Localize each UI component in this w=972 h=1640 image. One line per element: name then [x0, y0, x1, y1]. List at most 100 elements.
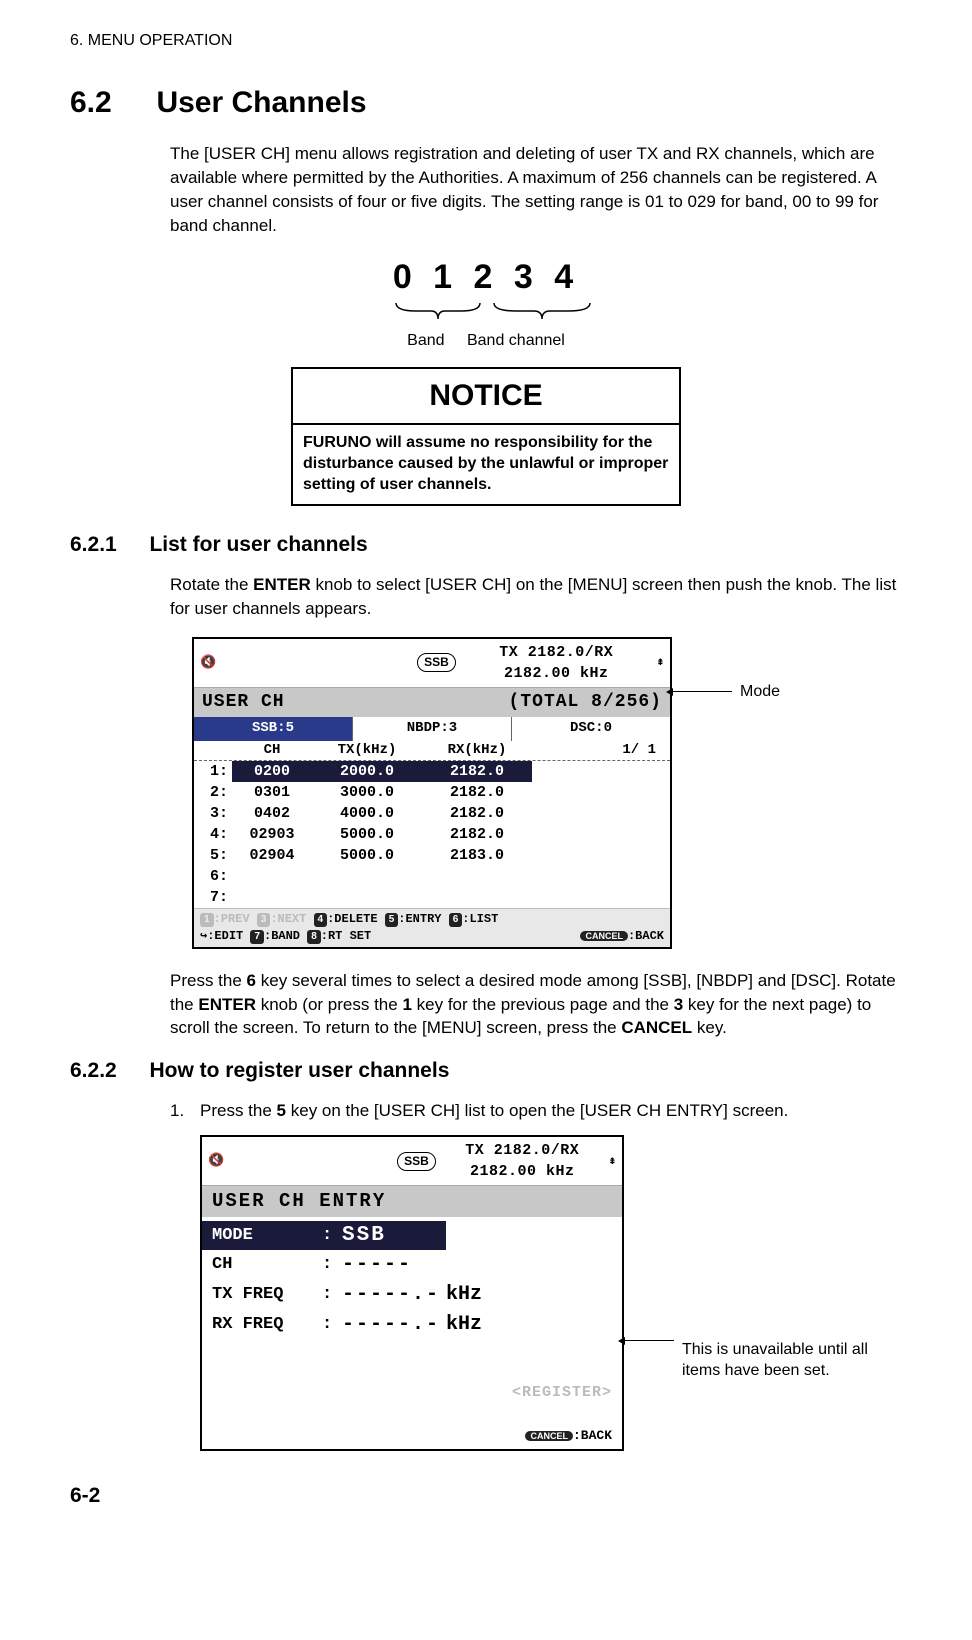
step-1-text: Press the 5 key on the [USER CH] list to…: [200, 1099, 788, 1123]
list-rows-container: 1:02002000.02182.02:03013000.02182.03:04…: [194, 761, 670, 908]
list-row[interactable]: 3:04024000.02182.0: [194, 803, 670, 824]
rx-unit: kHz: [446, 1311, 482, 1339]
mode-value[interactable]: SSB: [342, 1221, 386, 1250]
register-text: <REGISTER>: [202, 1380, 622, 1405]
band-channel-label: Band channel: [467, 332, 565, 349]
text: :PREV: [214, 912, 257, 926]
tab-dsc[interactable]: DSC:0: [512, 717, 670, 741]
text: Press the: [200, 1101, 277, 1120]
antenna-icon: ⇞: [609, 1153, 616, 1170]
list-footer: 1:PREV 3:NEXT 4:DELETE 5:ENTRY 6:LIST ↪:…: [194, 908, 670, 947]
text: Rotate the: [170, 575, 253, 594]
text: key for the previous page and the: [412, 995, 674, 1014]
freq-readout: TX 2182.0/RX 2182.00 kHz: [462, 642, 651, 684]
user-ch-entry-lcd: 🔇 SSB TX 2182.0/RX 2182.00 kHz ⇞ USER CH…: [200, 1135, 624, 1451]
register-callout-text: This is unavailable until all items have…: [682, 1340, 902, 1382]
antenna-icon: ⇞: [657, 654, 664, 671]
list-row[interactable]: 7:: [194, 887, 670, 908]
key-5-badge: 5: [385, 913, 399, 927]
section-number: 6.2: [70, 82, 112, 124]
text: key on the [USER CH] list to open the [U…: [286, 1101, 788, 1120]
ch-value[interactable]: -----: [342, 1251, 412, 1279]
mode-callout: Mode: [672, 681, 780, 703]
tx-value[interactable]: -----.-: [342, 1281, 440, 1309]
lcd-top-bar: 🔇 SSB TX 2182.0/RX 2182.00 kHz ⇞: [194, 639, 670, 688]
col-rx: RX(kHz): [422, 741, 532, 761]
list-row[interactable]: 2:03013000.02182.0: [194, 782, 670, 803]
list-row[interactable]: 5:029045000.02183.0: [194, 845, 670, 866]
notice-box: NOTICE FURUNO will assume no responsibil…: [291, 367, 681, 505]
list-row[interactable]: 1:02002000.02182.0: [194, 761, 670, 782]
text: :RT SET: [321, 929, 371, 943]
text: key.: [692, 1018, 727, 1037]
text: :DELETE: [327, 912, 385, 926]
register-callout: This is unavailable until all items have…: [624, 1340, 902, 1382]
tab-ssb[interactable]: SSB:5: [194, 717, 352, 741]
subsection-622-num: 6.2.2: [70, 1056, 117, 1085]
channel-digits: 0 1 2 3 4: [70, 254, 902, 302]
bold-text: ENTER: [253, 575, 311, 594]
text: :ENTRY: [398, 912, 448, 926]
key-4-badge: 4: [314, 913, 328, 927]
rx-value[interactable]: -----.-: [342, 1311, 440, 1339]
bold-text: ENTER: [198, 995, 256, 1014]
subsection-621-num: 6.2.1: [70, 530, 117, 559]
key-3-badge: 3: [257, 913, 271, 927]
key-6-badge: 6: [449, 913, 463, 927]
text: :BACK: [573, 1428, 612, 1443]
list-screen-figure: 🔇 SSB TX 2182.0/RX 2182.00 kHz ⇞ USER CH…: [70, 637, 902, 949]
list-title-bar: USER CH (TOTAL 8/256): [194, 688, 670, 717]
channel-digit-diagram: 0 1 2 3 4 Band Band channel: [70, 254, 902, 353]
bold-text: 3: [674, 995, 683, 1014]
text: :LIST: [462, 912, 498, 926]
tx-unit: kHz: [446, 1281, 482, 1309]
speaker-icon: 🔇: [208, 1152, 224, 1170]
entry-tx-row: TX FREQ : -----.- kHz: [202, 1280, 622, 1310]
user-ch-list-lcd: 🔇 SSB TX 2182.0/RX 2182.00 kHz ⇞ USER CH…: [192, 637, 672, 949]
col-ch: CH: [232, 741, 312, 761]
key-7-badge: 7: [250, 930, 264, 944]
list-row[interactable]: 6:: [194, 866, 670, 887]
sub1-p2: Press the 6 key several times to select …: [170, 969, 902, 1040]
mode-label: MODE: [212, 1224, 322, 1248]
callout-arrow: [624, 1340, 674, 1341]
entry-title-bar: USER CH ENTRY: [202, 1186, 622, 1217]
notice-title: NOTICE: [293, 369, 679, 425]
subsection-622-title: How to register user channels: [149, 1056, 449, 1085]
entry-rx-row: RX FREQ : -----.- kHz: [202, 1310, 622, 1340]
cancel-badge: CANCEL: [525, 1431, 573, 1441]
list-row[interactable]: 4:029035000.02182.0: [194, 824, 670, 845]
list-title-right: (TOTAL 8/256): [509, 690, 662, 715]
mode-tabs: SSB:5 NBDP:3 DSC:0: [194, 717, 670, 741]
sub1-p1: Rotate the ENTER knob to select [USER CH…: [170, 573, 902, 621]
text: Press the: [170, 971, 247, 990]
text: :BAND: [264, 929, 307, 943]
callout-arrow: [672, 691, 732, 692]
tab-nbdp[interactable]: NBDP:3: [352, 717, 512, 741]
bold-text: 5: [277, 1101, 286, 1120]
rx-label: RX FREQ: [212, 1313, 322, 1337]
speaker-icon: 🔇: [200, 654, 216, 672]
notice-body: FURUNO will assume no responsibility for…: [293, 425, 679, 503]
step-1: 1. Press the 5 key on the [USER CH] list…: [170, 1099, 902, 1123]
entry-mode-row: MODE : SSB: [202, 1221, 446, 1250]
list-title-left: USER CH: [202, 690, 285, 715]
entry-ch-row: CH : -----: [202, 1250, 622, 1280]
text: knob (or press the: [256, 995, 402, 1014]
bold-text: 1: [402, 995, 411, 1014]
ssb-badge: SSB: [417, 653, 456, 672]
bold-text: 6: [247, 971, 256, 990]
page-number: 6-2: [70, 1481, 902, 1510]
subsection-621-title: List for user channels: [149, 530, 367, 559]
bold-text: CANCEL: [621, 1018, 692, 1037]
key-1-badge: 1: [200, 913, 214, 927]
text: :NEXT: [270, 912, 313, 926]
brace-labels: Band Band channel: [70, 330, 902, 352]
col-tx: TX(kHz): [312, 741, 422, 761]
entry-body: MODE : SSB CH : ----- TX FREQ : -----.- …: [202, 1217, 622, 1423]
ch-label: CH: [212, 1253, 322, 1277]
entry-footer: CANCEL:BACK: [202, 1423, 622, 1449]
brace-svg: [376, 301, 596, 323]
tx-label: TX FREQ: [212, 1283, 322, 1307]
cancel-badge: CANCEL: [580, 931, 628, 941]
